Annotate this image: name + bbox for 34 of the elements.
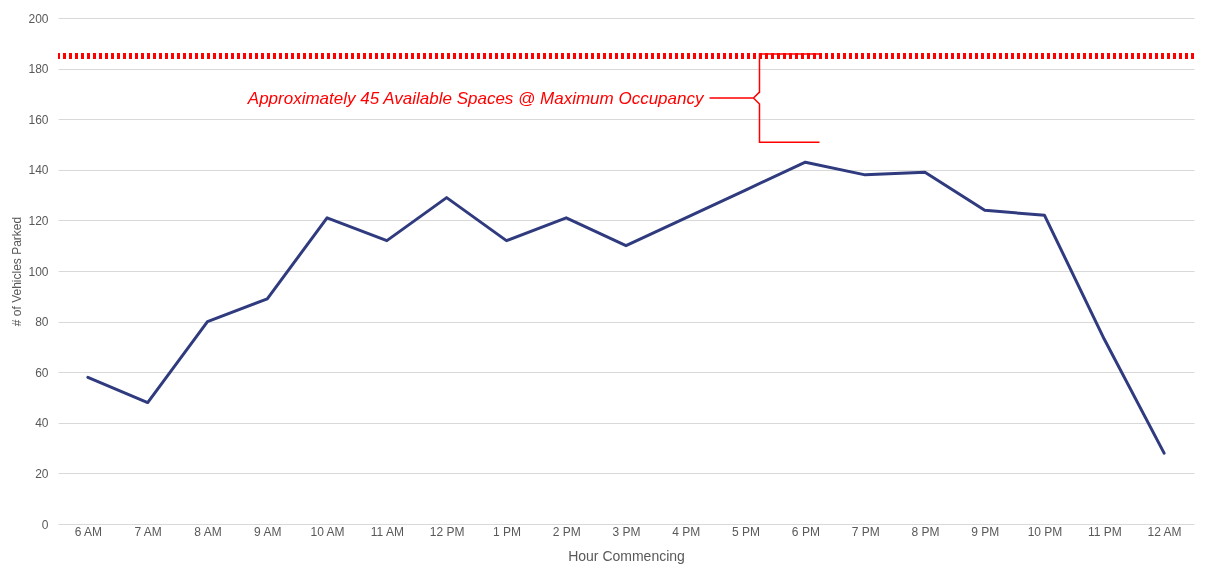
x-tick-label: 4 PM (672, 524, 701, 539)
x-tick-label: 6 AM (74, 524, 103, 539)
x-tick-label: 5 PM (732, 524, 761, 539)
y-tick-label: 100 (28, 264, 49, 279)
x-tick-label: 12 AM (1147, 524, 1182, 539)
x-tick-label: 2 PM (552, 524, 581, 539)
x-tick-label: 12 PM (429, 524, 465, 539)
y-tick-label: 140 (28, 163, 49, 178)
x-tick-label: 8 PM (911, 524, 940, 539)
x-tick-label: 11 PM (1087, 524, 1122, 539)
x-tick-label: 10 PM (1027, 524, 1063, 539)
x-axis-title: Hour Commencing (568, 547, 685, 564)
x-tick-label: 10 AM (310, 524, 345, 539)
x-tick-label: 3 PM (612, 524, 641, 539)
x-tick-label: 8 AM (194, 524, 222, 539)
y-tick-label: 40 (35, 416, 49, 431)
y-tick-label: 80 (35, 315, 49, 330)
x-tick-label: 7 PM (851, 524, 880, 539)
x-tick-label: 7 AM (134, 524, 162, 539)
y-tick-label: 200 (28, 11, 49, 26)
line-series (86, 160, 1166, 455)
y-tick-label: 20 (35, 466, 49, 481)
y-tick-label: 180 (28, 62, 49, 77)
annotation: Approximately 45 Available Spaces @ Maximum Occupancy (246, 89, 705, 109)
y-tick-label: 160 (28, 112, 49, 127)
x-tick-label: 11 AM (370, 524, 404, 539)
x-tick-label: 6 PM (791, 524, 820, 539)
y-tick-label: 60 (35, 365, 49, 380)
x-tick-label: 1 PM (492, 524, 521, 539)
x-tick-label: 9 PM (971, 524, 1000, 539)
y-axis-title: # of Vehicles Parked (10, 216, 25, 327)
y-tick-label: 120 (28, 213, 49, 228)
x-tick-label: 9 AM (254, 524, 282, 539)
y-tick-label: 0 (41, 517, 49, 532)
